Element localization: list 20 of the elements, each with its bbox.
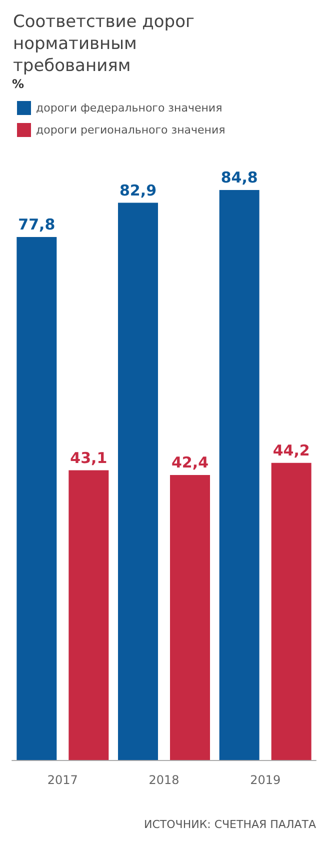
bar <box>271 462 312 760</box>
text: % <box>12 77 24 91</box>
text: ИСТОЧНИК: СЧЕТНАЯ ПАЛАТА <box>144 818 316 831</box>
x-tick-label: 2017 <box>47 773 78 787</box>
bar <box>219 190 260 760</box>
bar <box>68 470 109 760</box>
x-tick-label: 2019 <box>250 773 281 787</box>
bar <box>170 475 210 760</box>
bar <box>118 202 158 760</box>
data-label: 82,9 <box>119 181 157 200</box>
data-label: 84,8 <box>220 168 258 186</box>
legend-label: дороги регионального значения <box>36 124 226 136</box>
x-tick-label: 2018 <box>148 773 180 787</box>
bar <box>16 237 57 760</box>
chart-title: Соответствие дорог нормативным требованиям <box>13 12 200 76</box>
data-label: 43,1 <box>70 448 108 467</box>
data-label: 77,8 <box>18 216 56 234</box>
data-label: 42,4 <box>171 454 209 472</box>
legend-label: дороги федерального значения <box>36 102 222 114</box>
data-label: 44,2 <box>272 441 310 460</box>
